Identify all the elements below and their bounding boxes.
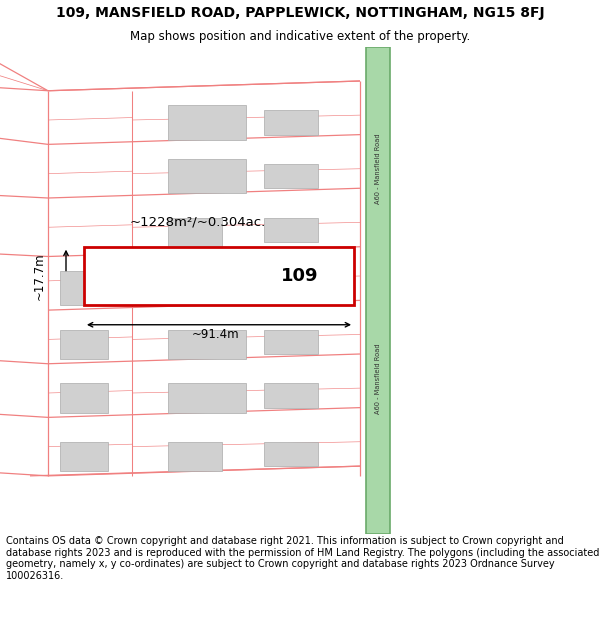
Bar: [168, 442, 222, 471]
Bar: [60, 442, 108, 471]
Bar: [168, 217, 222, 247]
Text: ~17.7m: ~17.7m: [32, 252, 46, 300]
Bar: [168, 159, 246, 193]
Text: Map shows position and indicative extent of the property.: Map shows position and indicative extent…: [130, 30, 470, 43]
Text: 109: 109: [281, 267, 319, 285]
Bar: [168, 329, 246, 359]
Text: ~1228m²/~0.304ac.: ~1228m²/~0.304ac.: [130, 216, 266, 229]
Text: A60 - Mansfield Road: A60 - Mansfield Road: [375, 133, 381, 204]
Bar: [60, 271, 108, 305]
Bar: [264, 110, 318, 134]
Bar: [264, 442, 318, 466]
Bar: [84, 247, 354, 305]
Bar: [264, 164, 318, 188]
Bar: [264, 329, 318, 354]
Bar: [60, 383, 108, 412]
Bar: [60, 329, 108, 359]
Bar: [168, 383, 246, 412]
Bar: [168, 106, 246, 139]
Text: A60 - Mansfield Road: A60 - Mansfield Road: [375, 343, 381, 414]
Text: ~91.4m: ~91.4m: [192, 328, 240, 341]
Text: 109, MANSFIELD ROAD, PAPPLEWICK, NOTTINGHAM, NG15 8FJ: 109, MANSFIELD ROAD, PAPPLEWICK, NOTTING…: [56, 6, 544, 20]
Text: Contains OS data © Crown copyright and database right 2021. This information is : Contains OS data © Crown copyright and d…: [6, 536, 599, 581]
Bar: [264, 217, 318, 242]
Polygon shape: [366, 47, 390, 534]
Bar: [264, 383, 318, 408]
